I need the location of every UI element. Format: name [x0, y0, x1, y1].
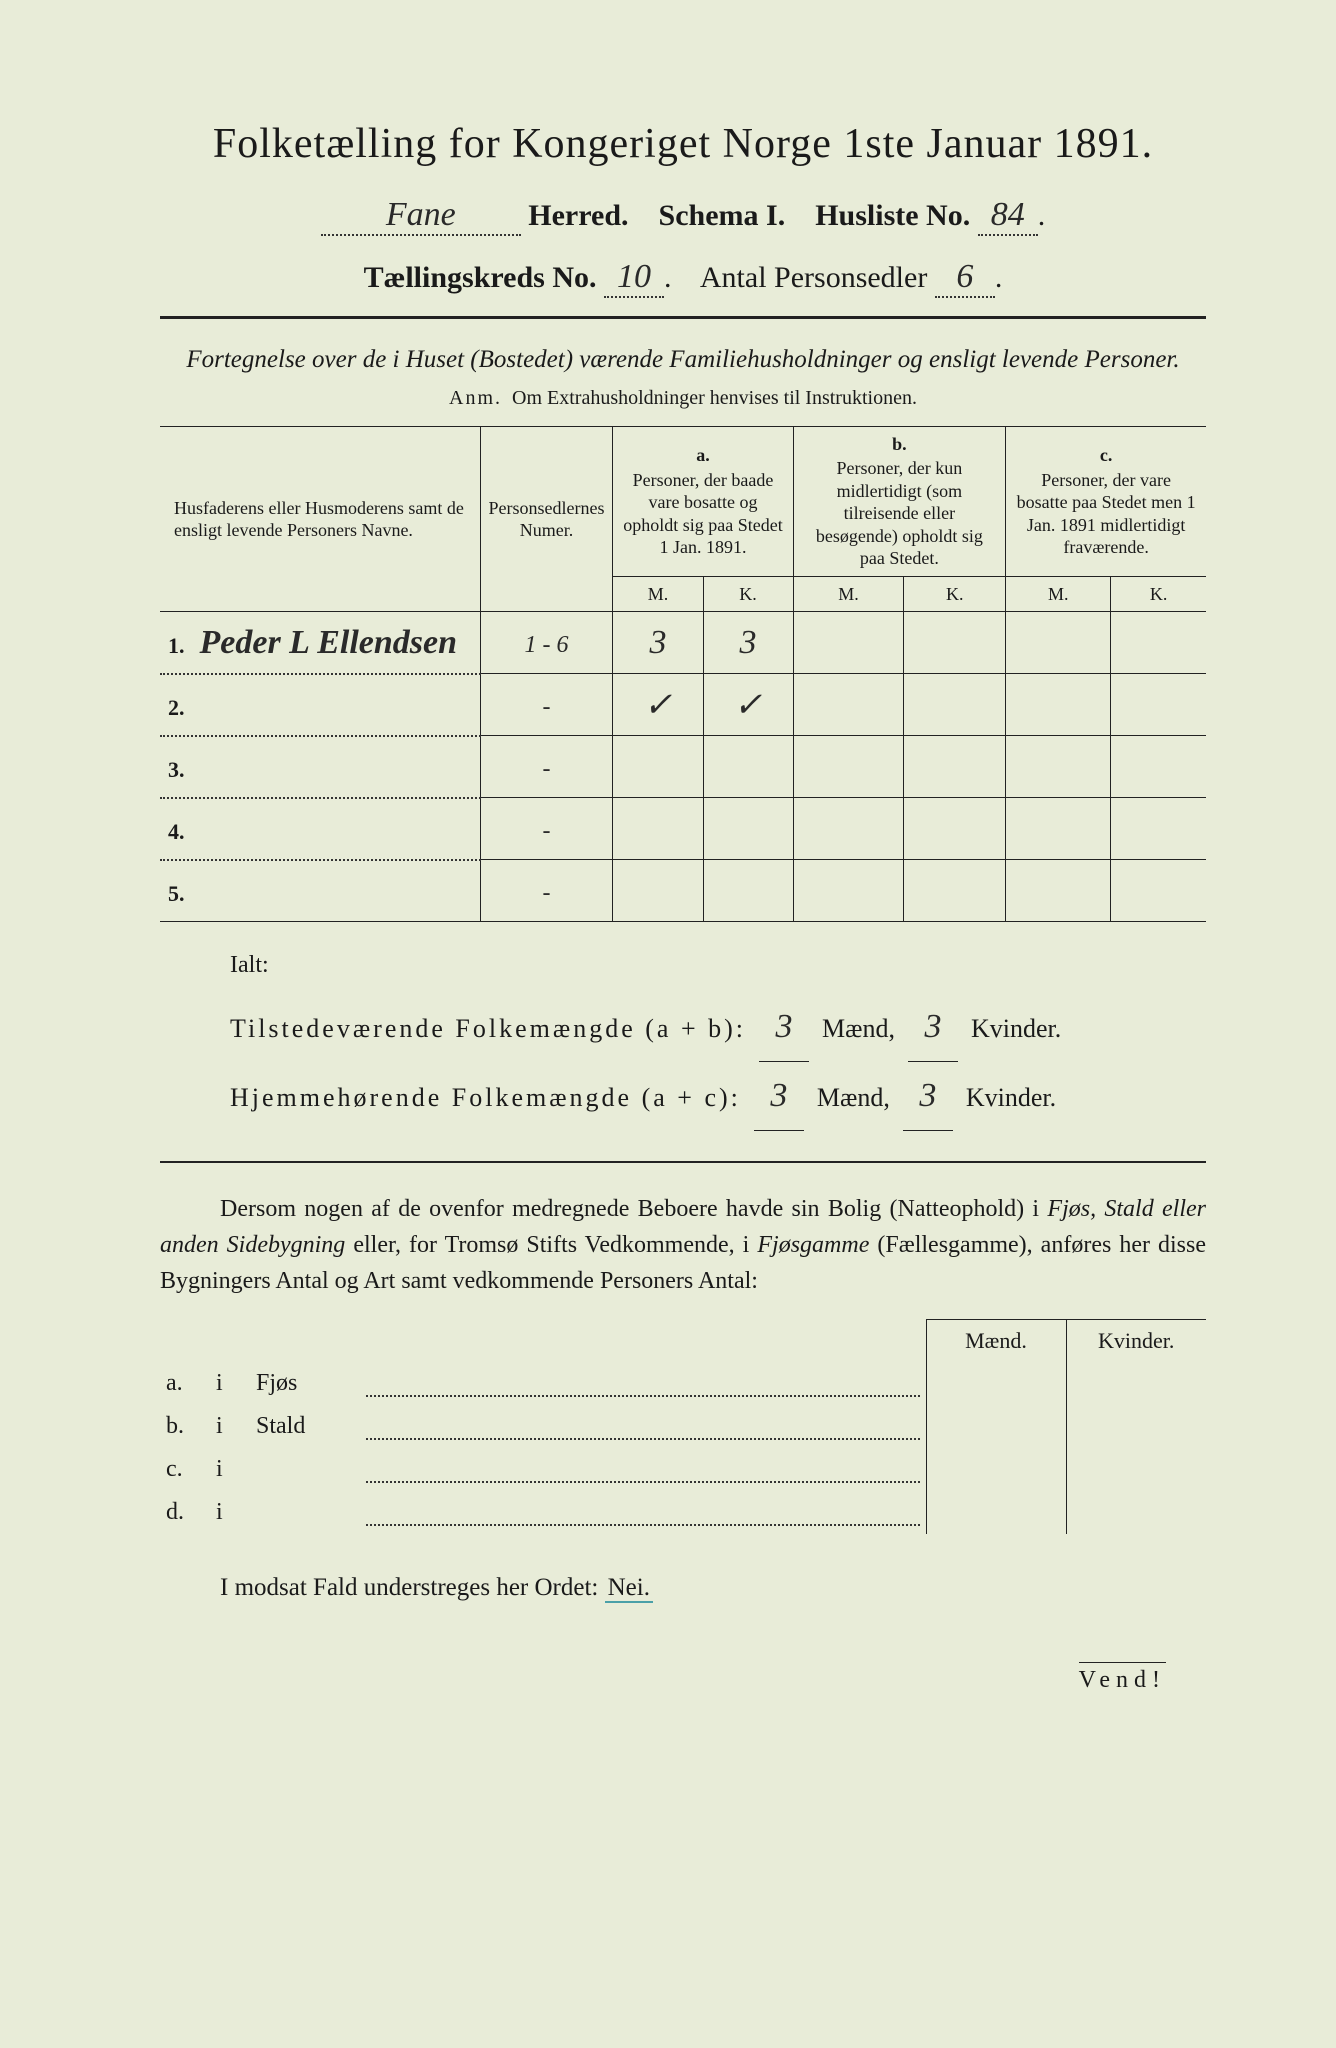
herred-label: Herred.: [528, 199, 628, 232]
ialt-label: Ialt:: [230, 952, 1206, 979]
header-line-2: Fane Herred. Schema I. Husliste No. 84.: [160, 196, 1206, 236]
maend-head: Mænd.: [926, 1320, 1066, 1363]
mk-m: M.: [793, 576, 904, 612]
col-b-label: b.: [802, 433, 998, 458]
list-item: b. i Stald: [160, 1405, 1206, 1448]
table-row: 2. - ✓ ✓: [160, 674, 1206, 736]
col2-header: Personsedlernes Numer.: [489, 498, 605, 541]
list-item: d. i: [160, 1491, 1206, 1534]
list-item: a. i Fjøs: [160, 1362, 1206, 1405]
col-c-label: c.: [1014, 444, 1198, 469]
table-row: 1. Peder L Ellendsen 1 - 6 3 3: [160, 612, 1206, 674]
husliste-label: Husliste No.: [815, 199, 970, 232]
mk-k: K.: [1111, 576, 1206, 612]
anm-label: Anm.: [449, 387, 502, 409]
col1-header: Husfaderens eller Husmoderens samt de en…: [174, 498, 464, 541]
col-c-header: Personer, der vare bosatte paa Stedet me…: [1014, 469, 1198, 559]
tilstede-label: Tilstedeværende Folkemængde (a + b):: [230, 1014, 746, 1043]
table-row: 3. -: [160, 736, 1206, 798]
antal-label: Antal Personsedler: [700, 261, 927, 294]
subtitle: Fortegnelse over de i Huset (Bostedet) v…: [160, 343, 1206, 377]
herred-value: Fane: [386, 196, 456, 233]
hjemme-k: 3: [903, 1062, 953, 1131]
kvinder-head: Kvinder.: [1066, 1320, 1206, 1363]
list-item: c. i: [160, 1448, 1206, 1491]
mk-k: K.: [703, 576, 793, 612]
kvinder-label: Kvinder.: [966, 1083, 1056, 1112]
nei-line: I modsat Fald understreges her Ordet: Ne…: [160, 1574, 1206, 1602]
anm-text: Om Extrahusholdninger henvises til Instr…: [512, 387, 917, 409]
nei-word: Nei.: [605, 1574, 653, 1603]
antal-value: 6: [956, 258, 973, 295]
vend-label: Vend!: [1079, 1662, 1166, 1694]
page-title: Folketælling for Kongeriget Norge 1ste J…: [160, 120, 1206, 168]
maend-label: Mænd,: [822, 1014, 895, 1043]
kvinder-label: Kvinder.: [971, 1014, 1061, 1043]
tilstede-k: 3: [908, 993, 958, 1062]
paragraph: Dersom nogen af de ovenfor medregnede Be…: [160, 1191, 1206, 1299]
maend-label: Mænd,: [817, 1083, 890, 1112]
hjemme-m: 3: [754, 1062, 804, 1131]
kreds-label: Tællingskreds No.: [364, 261, 597, 294]
mk-m: M.: [1006, 576, 1111, 612]
ialt-block: Tilstedeværende Folkemængde (a + b): 3 M…: [230, 993, 1206, 1131]
divider: [160, 1161, 1206, 1163]
divider: [160, 316, 1206, 319]
col-a-header: Personer, der baade vare bosatte og opho…: [621, 469, 784, 559]
kreds-value: 10: [617, 258, 651, 295]
hjemme-label: Hjemmehørende Folkemængde (a + c):: [230, 1083, 741, 1112]
mk-m: M.: [613, 576, 703, 612]
abcd-table: Mænd. Kvinder. a. i Fjøs b. i Stald c. i…: [160, 1319, 1206, 1534]
col-a-label: a.: [621, 444, 784, 469]
census-table: Husfaderens eller Husmoderens samt de en…: [160, 426, 1206, 923]
tilstede-m: 3: [759, 993, 809, 1062]
mk-k: K.: [904, 576, 1006, 612]
husliste-value: 84: [991, 196, 1025, 233]
table-row: 5. -: [160, 860, 1206, 922]
col-b-header: Personer, der kun midlertidigt (som tilr…: [802, 457, 998, 570]
header-line-3: Tællingskreds No. 10. Antal Personsedler…: [160, 258, 1206, 298]
table-row: 4. -: [160, 798, 1206, 860]
anm-line: Anm. Om Extrahusholdninger henvises til …: [160, 387, 1206, 410]
schema-label: Schema I.: [659, 199, 786, 232]
